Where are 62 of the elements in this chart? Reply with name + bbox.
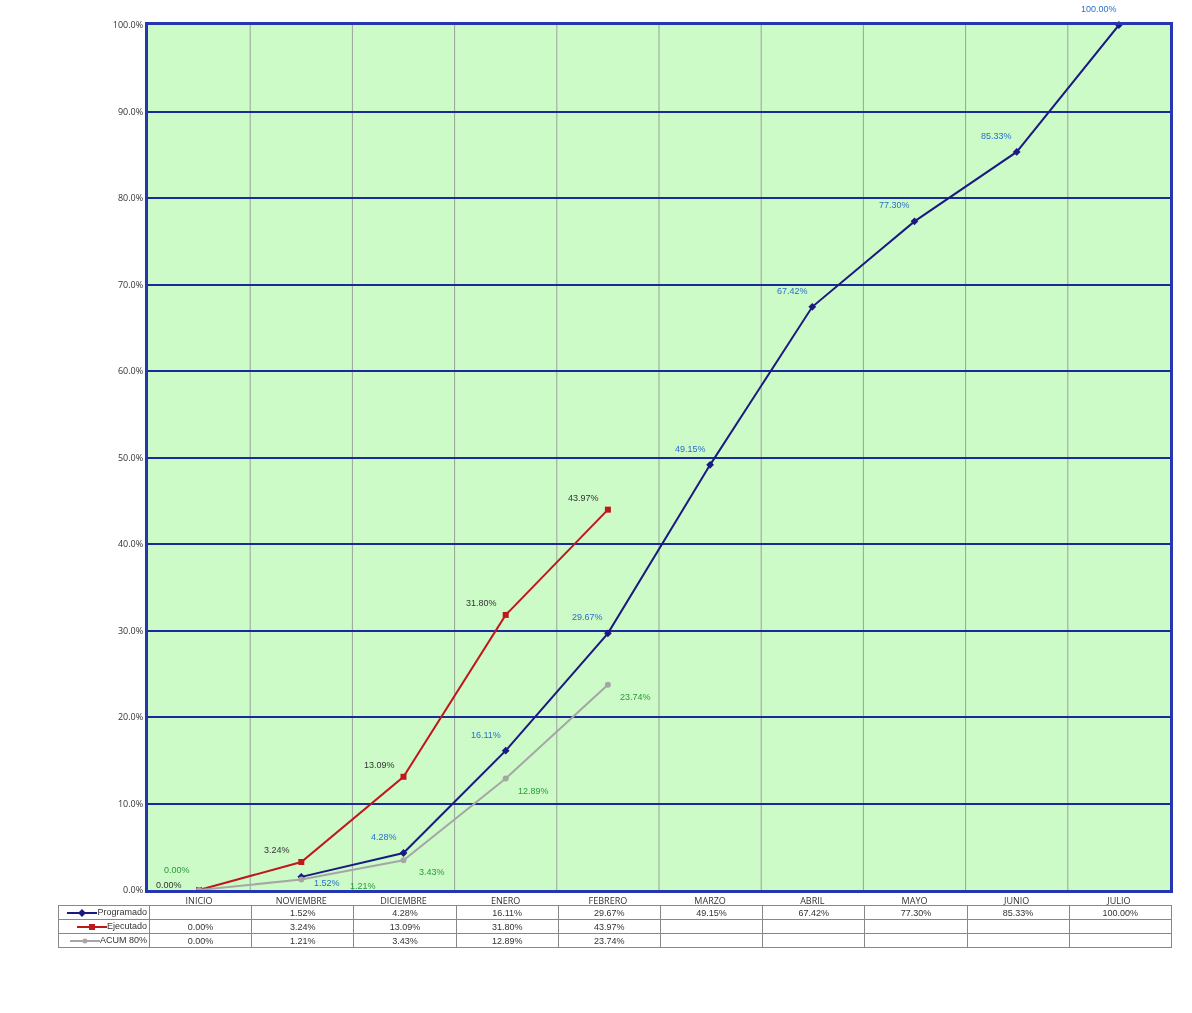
data-label: 4.28% xyxy=(353,905,457,920)
text: 67.42% xyxy=(777,286,808,296)
text: 100.00% xyxy=(1081,4,1117,14)
x-tick-label: DICIEMBRE xyxy=(380,893,427,907)
data-label: 1.52% xyxy=(251,905,354,920)
text: 3.43% xyxy=(419,867,445,877)
text: 4.28% xyxy=(371,832,397,842)
y-tick-label: 100.0% xyxy=(112,18,144,32)
text: 1.21% xyxy=(350,881,376,891)
y-tick-label: 70.0% xyxy=(117,277,144,291)
x-tick-label: ENERO xyxy=(491,893,521,907)
text: 16.11% xyxy=(471,730,501,740)
y-tick-label: 30.0% xyxy=(117,623,144,637)
data-label: 3.24% xyxy=(251,919,354,934)
data-label: 43.97% xyxy=(558,919,661,934)
x-tick-label: FEBRERO xyxy=(588,893,628,907)
text: 31.80% xyxy=(466,598,497,608)
legend-label: Ejecutado xyxy=(106,920,147,931)
data-label: 12.89% xyxy=(456,933,559,948)
data-label: 77.30% xyxy=(864,905,967,920)
data-label: 85.33% xyxy=(967,905,1070,920)
data-label: 0.00% xyxy=(149,933,252,948)
data-label: 0.00% xyxy=(149,919,252,934)
data-label: 49.15% xyxy=(660,905,763,920)
y-tick-label: 60.0% xyxy=(117,364,144,378)
text: 77.30% xyxy=(879,200,910,210)
text: 85.33% xyxy=(981,131,1012,141)
y-tick-label: 0.0% xyxy=(123,883,144,897)
x-tick-label: ABRIL xyxy=(800,893,825,907)
x-tick-label: INICIO xyxy=(185,893,213,907)
data-label: 16.11% xyxy=(456,905,559,920)
text: 0.00% xyxy=(164,865,190,875)
data-label: 1.21% xyxy=(251,933,354,948)
text: 3.24% xyxy=(264,845,290,855)
y-tick-label: 10.0% xyxy=(117,796,144,810)
y-tick-label: 50.0% xyxy=(117,450,144,464)
y-tick-label: 90.0% xyxy=(117,104,144,118)
x-tick-label: JULIO xyxy=(1106,893,1131,907)
y-tick-label: 80.0% xyxy=(117,191,144,205)
text: 43.97% xyxy=(568,493,599,503)
data-label: 13.09% xyxy=(353,919,457,934)
data-label: 31.80% xyxy=(456,919,559,934)
y-tick-label: 20.0% xyxy=(117,710,144,724)
text: 1.52% xyxy=(314,878,340,888)
data-label: 3.43% xyxy=(353,933,457,948)
text: 12.89% xyxy=(518,786,549,796)
data-label: 67.42% xyxy=(762,905,865,920)
text: 29.67% xyxy=(572,612,603,622)
text: 13.09% xyxy=(364,760,395,770)
x-tick-label: MAYO xyxy=(901,893,928,907)
data-label: 29.67% xyxy=(558,905,661,920)
legend-label: ACUM 80% xyxy=(99,934,147,945)
x-tick-label: NOVIEMBRE xyxy=(275,893,327,907)
x-tick-label: MARZO xyxy=(694,893,726,907)
y-tick-label: 40.0% xyxy=(117,537,144,551)
data-label: 100.00% xyxy=(1069,905,1172,920)
x-tick-label: JUNIO xyxy=(1003,893,1030,907)
text: 49.15% xyxy=(675,444,706,454)
legend-label: Programado xyxy=(97,906,147,917)
text: 23.74% xyxy=(620,692,651,702)
data-label: 23.74% xyxy=(558,933,661,948)
text: 0.00% xyxy=(156,880,182,890)
